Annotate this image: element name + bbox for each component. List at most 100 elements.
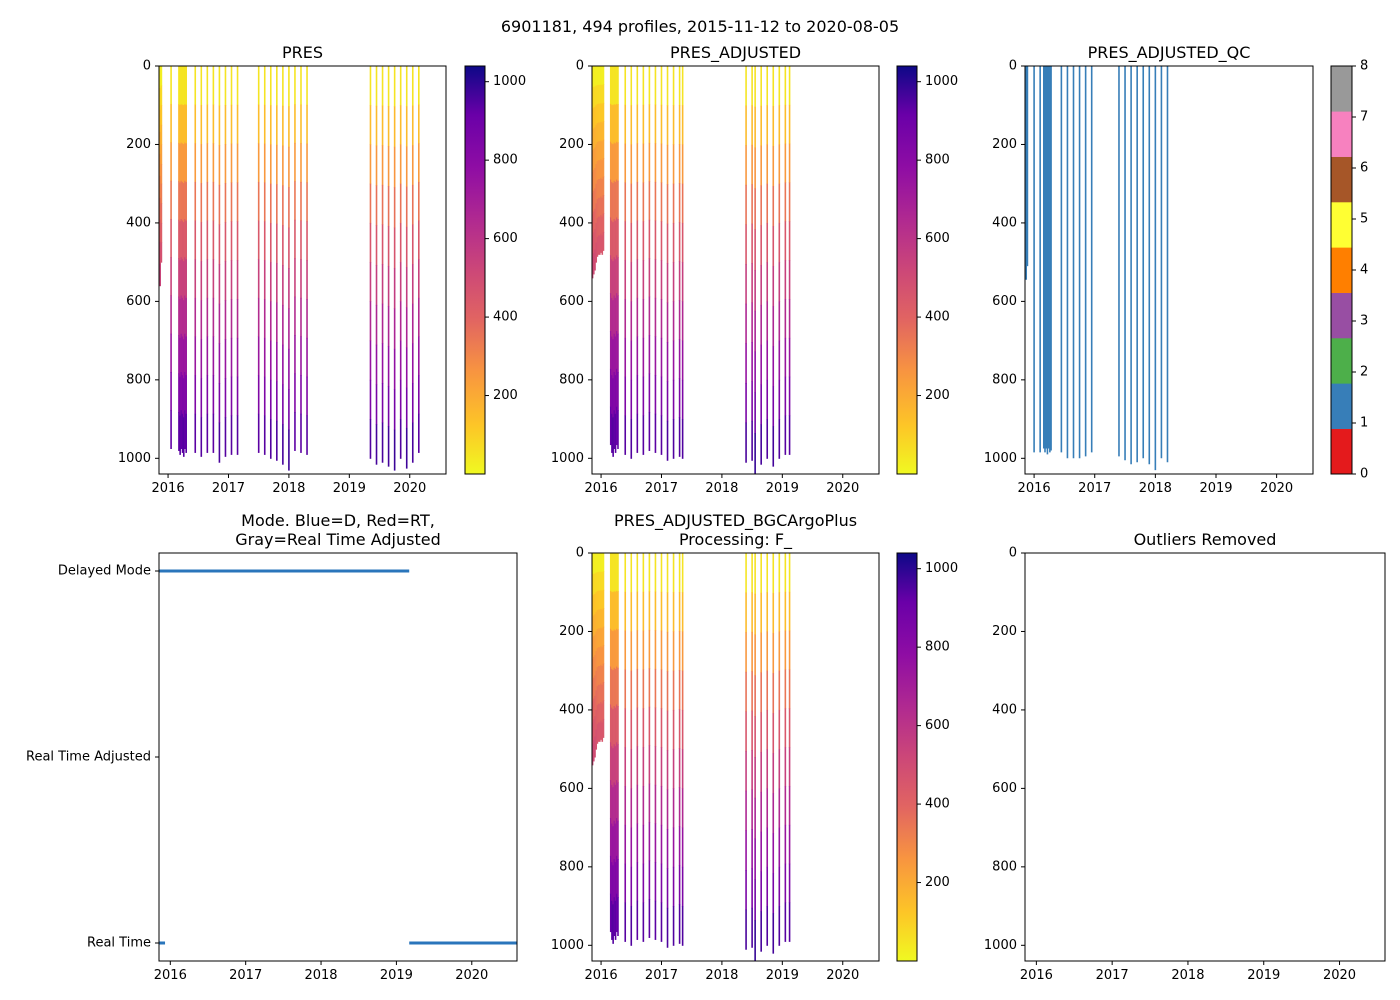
y-tick-label: 200	[992, 137, 1017, 152]
x-tick-label: 2016	[585, 968, 618, 983]
panel-title-line: Mode. Blue=D, Red=RT,	[241, 511, 435, 530]
x-tick-label: 2017	[1078, 481, 1111, 496]
colorbar-segment	[1331, 66, 1352, 112]
y-tick-label: 400	[992, 702, 1017, 717]
colorbar-tick-label: 1000	[925, 74, 958, 89]
x-tick-label: 2019	[380, 968, 413, 983]
x-tick-label: 2018	[705, 481, 738, 496]
colorbar-segment	[1331, 292, 1352, 339]
y-tick-label: 0	[143, 59, 151, 74]
y-tick-label: 1000	[984, 938, 1017, 953]
axes-frame	[591, 65, 880, 475]
colorbar-segment	[1331, 202, 1352, 248]
colorbar-tick-label: 400	[925, 797, 950, 812]
mode-category-label: Real Time	[87, 936, 151, 951]
colorbar-tick-label: 600	[493, 231, 518, 246]
x-tick-label: 2020	[1323, 968, 1356, 983]
colorbar-tick-label: 0	[1360, 467, 1368, 482]
y-tick-label: 400	[559, 215, 584, 230]
colorbar-segment	[1331, 383, 1352, 429]
x-tick-label: 2017	[212, 481, 245, 496]
x-tick-label: 2018	[705, 968, 738, 983]
colorbar-tick-label: 800	[925, 640, 950, 655]
panel-title-line: Gray=Real Time Adjusted	[235, 530, 441, 549]
axes-frame	[1024, 65, 1314, 475]
colorbar-tick-label: 4	[1360, 263, 1368, 278]
colorbar-segment	[1331, 428, 1352, 475]
colorbar-tick-label: 8	[1360, 59, 1368, 74]
x-tick-label: 2017	[645, 481, 678, 496]
x-tick-label: 2020	[455, 968, 488, 983]
colorbar-segment	[1331, 247, 1352, 293]
axes-frame	[158, 552, 518, 962]
colorbar-tick-label: 200	[925, 388, 950, 403]
panel-title-line: Processing: F_	[679, 530, 793, 550]
y-tick-label: 800	[559, 859, 584, 874]
y-tick-label: 1000	[984, 451, 1017, 466]
x-tick-label: 2018	[304, 968, 337, 983]
y-tick-label: 800	[559, 372, 584, 387]
axes-frame	[591, 552, 880, 962]
colorbar-tick-label: 400	[925, 310, 950, 325]
y-tick-label: 0	[1009, 59, 1017, 74]
panel-title: Outliers Removed	[1134, 530, 1277, 549]
colorbar	[896, 552, 918, 962]
figure-suptitle: 6901181, 494 profiles, 2015-11-12 to 202…	[501, 17, 899, 36]
y-tick-label: 400	[992, 215, 1017, 230]
x-tick-label: 2020	[1260, 481, 1293, 496]
mode-category-label: Delayed Mode	[58, 564, 151, 579]
colorbar-tick-label: 200	[493, 388, 518, 403]
colorbar-tick-label: 800	[493, 153, 518, 168]
y-tick-label: 1000	[118, 451, 151, 466]
axes-frame	[158, 65, 447, 475]
x-tick-label: 2019	[766, 968, 799, 983]
colorbar-tick-label: 2	[1360, 365, 1368, 380]
y-tick-label: 800	[992, 372, 1017, 387]
y-tick-label: 0	[1009, 546, 1017, 561]
y-tick-label: 400	[126, 215, 151, 230]
colorbar-tick-label: 400	[493, 310, 518, 325]
x-tick-label: 2018	[1139, 481, 1172, 496]
colorbar-tick-label: 200	[925, 875, 950, 890]
y-tick-label: 200	[992, 624, 1017, 639]
colorbar-tick-label: 1000	[925, 561, 958, 576]
x-tick-label: 2019	[333, 481, 366, 496]
y-tick-label: 600	[992, 781, 1017, 796]
y-tick-label: 400	[559, 702, 584, 717]
x-tick-label: 2017	[1096, 968, 1129, 983]
colorbar-tick-label: 800	[925, 153, 950, 168]
colorbar-tick-label: 600	[925, 231, 950, 246]
y-tick-label: 600	[559, 294, 584, 309]
x-tick-label: 2019	[1199, 481, 1232, 496]
colorbar-tick-label: 3	[1360, 314, 1368, 329]
colorbar	[464, 65, 486, 475]
x-tick-label: 2020	[826, 481, 859, 496]
colorbar-tick-label: 1000	[493, 74, 526, 89]
y-tick-label: 200	[126, 137, 151, 152]
y-tick-label: 1000	[551, 451, 584, 466]
panel-title-line: PRES_ADJUSTED_BGCArgoPlus	[614, 511, 857, 531]
colorbar-tick-label: 600	[925, 718, 950, 733]
x-tick-label: 2020	[826, 968, 859, 983]
x-tick-label: 2016	[1018, 481, 1051, 496]
x-tick-label: 2020	[393, 481, 426, 496]
x-tick-label: 2017	[645, 968, 678, 983]
colorbar-tick-label: 1	[1360, 416, 1368, 431]
panel-mode: Delayed Mode Real Time Adjusted Real Time 2…	[26, 511, 518, 983]
x-tick-label: 2019	[766, 481, 799, 496]
x-tick-label: 2018	[1171, 968, 1204, 983]
x-tick-label: 2016	[154, 968, 187, 983]
colorbar-tick-label: 6	[1360, 161, 1368, 176]
y-tick-label: 600	[992, 294, 1017, 309]
panel-title: PRES_ADJUSTED_QC	[1088, 43, 1251, 63]
colorbar-tick-label: 7	[1360, 110, 1368, 125]
x-tick-label: 2016	[585, 481, 618, 496]
axes-frame	[1024, 552, 1386, 962]
